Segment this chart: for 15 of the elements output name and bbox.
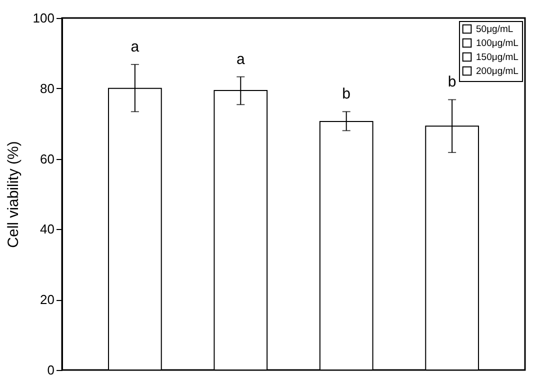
y-tick-label: 40 — [40, 222, 54, 237]
legend-label: 50μg/mL — [476, 24, 514, 35]
annotation: a — [236, 50, 246, 68]
legend-label: 100μg/mL — [476, 38, 518, 49]
annotation: b — [448, 74, 456, 91]
y-tick-label: 100 — [32, 10, 54, 26]
annotation: a — [130, 38, 140, 56]
legend-label: 150μg/mL — [476, 52, 518, 63]
y-tick-label: 0 — [47, 362, 54, 378]
legend-label: 200μg/mL — [476, 66, 518, 77]
annotation: b — [342, 86, 351, 103]
y-tick-label: 80 — [40, 80, 54, 96]
y-tick-label: 20 — [40, 292, 54, 308]
y-tick-label: 60 — [40, 151, 54, 166]
y-axis-title: Cell viability (%) — [4, 141, 22, 248]
